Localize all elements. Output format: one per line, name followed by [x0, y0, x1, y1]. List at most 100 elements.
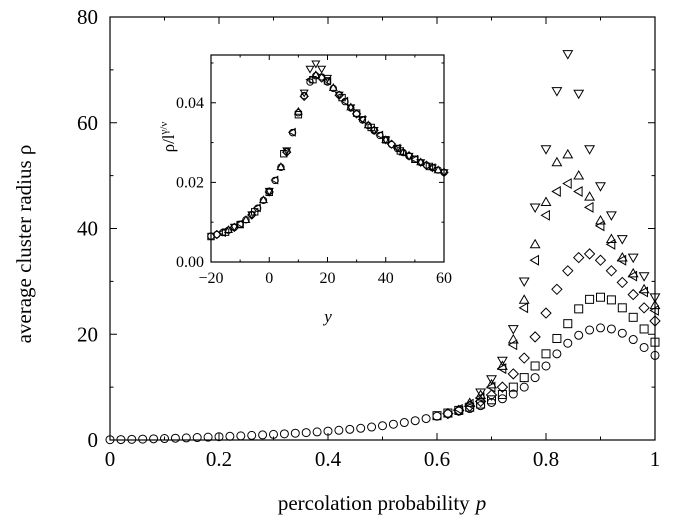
main-point-circle [596, 323, 605, 333]
main-point-circle [247, 430, 257, 440]
main-point-circle [258, 430, 268, 440]
main-point-diamond [485, 389, 498, 401]
main-x-tick-label: 0.6 [424, 447, 450, 471]
main-point-triangle-down [551, 87, 563, 97]
inset-point-circle [329, 84, 338, 93]
inset-point-triangle-down [404, 152, 414, 161]
main-point-triangle-up [464, 397, 476, 407]
main-x-axis-label-var: p [474, 491, 487, 515]
main-point-square [574, 304, 584, 314]
inset-point-triangle-left [357, 114, 366, 125]
main-point-triangle-left [529, 254, 539, 266]
inset-point-triangle-down [311, 60, 321, 69]
inset-point-square [425, 162, 434, 171]
main-point-triangle-down [475, 388, 487, 399]
main-point-circle [617, 328, 627, 338]
main-point-triangle-up [605, 233, 617, 243]
main-point-circle [214, 432, 224, 442]
main-axis-ticks: 0 0.2 0.4 0.6 0.8 1 0 20 40 60 80 [77, 5, 660, 471]
main-x-axis-label: percolation probability p [278, 491, 486, 515]
main-point-triangle-up [518, 294, 530, 304]
inset-point-triangle-up [363, 120, 373, 129]
main-point-triangle-down [496, 356, 508, 367]
main-point-circle [323, 426, 333, 436]
inset-y-tick-label: 0.02 [176, 174, 204, 191]
inset-axis-ticks: −20 0 20 40 60 0.00 0.02 0.04 [176, 55, 452, 287]
main-point-circle [225, 431, 235, 441]
main-x-tick-label: 1 [650, 447, 661, 471]
main-series-circle [105, 323, 660, 445]
inset-point-triangle-down [305, 65, 315, 74]
main-point-circle [508, 389, 518, 399]
inset-point-triangle-down [439, 169, 449, 178]
inset-point-triangle-up [328, 82, 338, 91]
main-point-diamond [442, 407, 454, 420]
main-point-square [606, 295, 616, 305]
main-series-triangle-up [464, 148, 661, 407]
main-point-circle [138, 434, 148, 444]
inset-point-triangle-up [258, 195, 268, 204]
inset-point-diamond [351, 109, 362, 119]
inset-point-triangle-down [416, 159, 426, 168]
main-point-circle [367, 422, 377, 432]
main-point-square [530, 361, 540, 371]
main-point-diamond [594, 254, 607, 266]
main-data-markers [105, 50, 661, 445]
main-point-triangle-left [562, 178, 572, 190]
inset-point-triangle-down [229, 223, 239, 232]
main-point-circle [563, 338, 573, 348]
main-point-square [563, 319, 573, 329]
main-series-triangle-down [475, 50, 661, 399]
main-point-diamond [605, 265, 618, 277]
inset-point-triangle-down [357, 116, 367, 125]
inset-point-triangle-up [398, 147, 408, 156]
inset-point-triangle-left [375, 130, 384, 140]
inset-point-triangle-up [223, 225, 234, 233]
main-point-circle [149, 434, 159, 444]
main-point-square [639, 324, 649, 334]
main-point-triangle-up [638, 283, 650, 294]
inset-point-diamond [282, 147, 292, 157]
main-y-tick-label: 20 [77, 322, 98, 346]
main-point-square [519, 373, 529, 383]
main-point-triangle-left [496, 363, 507, 375]
main-point-square [596, 292, 605, 302]
inset-x-tick-label: 20 [320, 270, 336, 287]
inset-point-triangle-left [252, 203, 261, 213]
main-point-triangle-down [649, 293, 661, 303]
main-point-square [541, 349, 551, 359]
inset-y-tick-label: 0.00 [176, 254, 204, 271]
main-point-triangle-down [616, 235, 628, 245]
main-point-circle [399, 418, 409, 428]
main-point-circle [388, 419, 398, 429]
main-point-triangle-left [583, 201, 594, 213]
inset-point-triangle-up [346, 102, 356, 111]
main-point-circle [541, 361, 551, 371]
inset-x-tick-label: 40 [378, 270, 394, 287]
main-point-triangle-up [496, 360, 508, 370]
main-point-circle [356, 423, 366, 433]
main-point-triangle-up [529, 238, 541, 249]
main-point-circle [279, 429, 289, 439]
main-point-circle [432, 411, 442, 421]
main-point-square [617, 303, 627, 313]
main-point-triangle-down [562, 50, 574, 60]
main-x-tick-label: 0.4 [315, 447, 342, 471]
main-x-tick-label: 0 [105, 447, 116, 471]
inset-point-triangle-down [322, 74, 333, 83]
main-point-triangle-up [616, 251, 628, 262]
main-point-triangle-up [551, 156, 563, 167]
main-point-diamond [529, 331, 541, 343]
main-y-tick-label: 80 [77, 5, 98, 29]
main-point-triangle-down [540, 145, 552, 155]
main-point-square [650, 337, 660, 347]
main-point-circle [519, 382, 529, 392]
main-point-circle [170, 433, 180, 443]
main-x-axis-label-text: percolation probability [278, 491, 470, 515]
inset-y-tick-label: 0.04 [176, 95, 204, 112]
main-point-triangle-left [551, 186, 561, 197]
inset-point-triangle-up [311, 70, 321, 79]
main-point-circle [421, 414, 431, 424]
main-point-triangle-left [638, 286, 648, 298]
